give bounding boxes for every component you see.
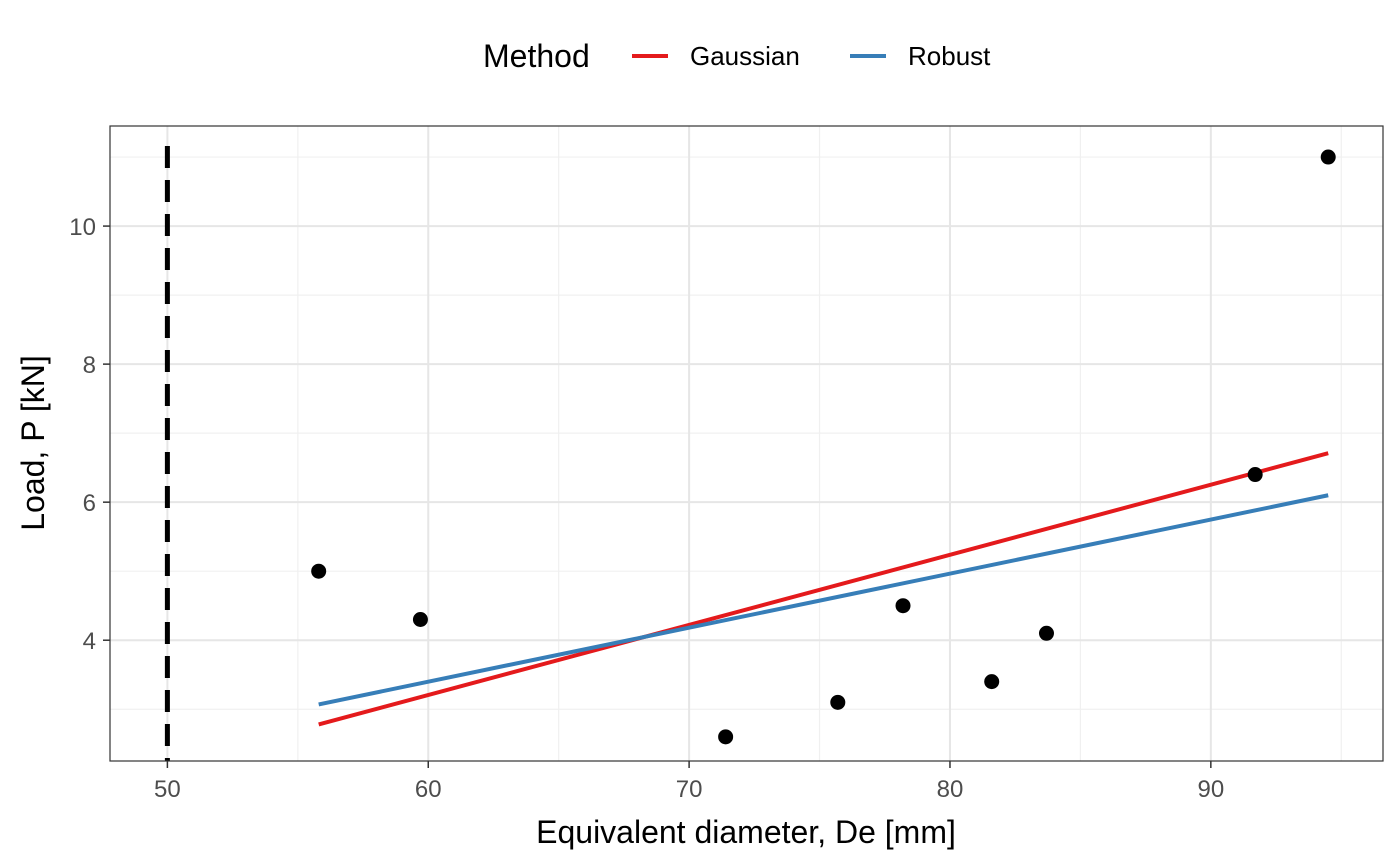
fit-line-gaussian bbox=[318, 451, 1329, 727]
plot-border bbox=[109, 125, 1384, 762]
x-tick-label: 70 bbox=[676, 776, 703, 803]
data-point bbox=[1038, 625, 1054, 641]
data-point bbox=[984, 674, 1000, 690]
data-point bbox=[311, 563, 327, 579]
legend-label-robust: Robust bbox=[908, 41, 991, 71]
y-tick-label: 4 bbox=[83, 628, 96, 655]
x-axis: 50 60 70 80 90 bbox=[154, 761, 1224, 803]
data-point bbox=[718, 729, 734, 745]
fit-lines bbox=[318, 451, 1329, 727]
plot-panel bbox=[110, 126, 1383, 761]
x-tick-label: 50 bbox=[154, 776, 181, 803]
data-point bbox=[1247, 467, 1263, 483]
data-point bbox=[895, 598, 911, 614]
legend-label-gaussian: Gaussian bbox=[690, 41, 800, 71]
x-axis-title: Equivalent diameter, De [mm] bbox=[536, 814, 956, 850]
y-axis-title: Load, P [kN] bbox=[15, 355, 51, 531]
y-axis: 4 6 8 10 bbox=[69, 214, 110, 655]
fit-line-robust bbox=[318, 493, 1329, 707]
y-tick-label: 6 bbox=[83, 490, 96, 517]
legend: Method Gaussian Robust bbox=[483, 38, 991, 74]
grid bbox=[110, 126, 1383, 761]
x-tick-label: 90 bbox=[1197, 776, 1224, 803]
y-tick-label: 8 bbox=[83, 352, 96, 379]
data-point bbox=[830, 694, 846, 710]
x-tick-label: 60 bbox=[415, 776, 442, 803]
data-point bbox=[412, 612, 428, 628]
y-tick-label: 10 bbox=[69, 214, 96, 241]
legend-title: Method bbox=[483, 38, 590, 74]
data-point bbox=[1320, 149, 1336, 165]
data-points bbox=[311, 149, 1336, 745]
x-tick-label: 80 bbox=[937, 776, 964, 803]
